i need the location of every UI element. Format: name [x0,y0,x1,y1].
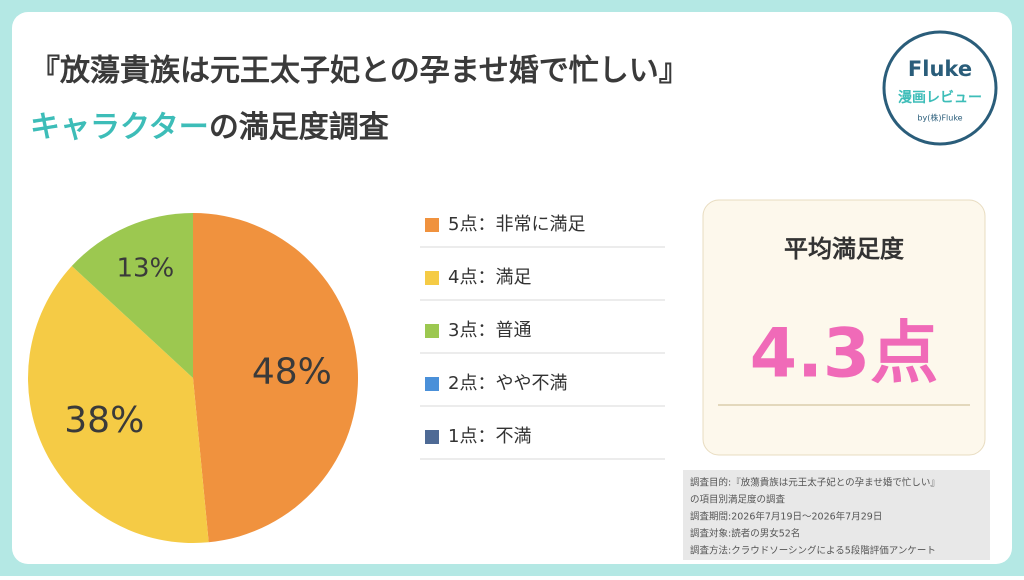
pie-slice [193,213,359,543]
pie-slice [27,266,209,543]
legend-label: 4点：満足 [448,267,531,288]
note-line: 調査方法:クラウドソーシングによる5段階評価アンケート [690,545,936,557]
slice-label: 13% [116,254,174,284]
legend-label: 3点：普通 [448,320,531,341]
legend: 5点：非常に満足 4点：満足 3点：普通 2点：やや不満 1点：不満 [420,214,665,460]
notes: 調査目的:『放蕩貴族は元王太子妃との孕ませ婚で忙しい』の項目別満足度の調査調査期… [690,477,940,557]
chart-subtitle: キャラクターの満足度調査 [30,110,389,145]
legend-swatch [425,218,439,232]
notes-box [683,470,990,560]
legend-label: 2点：やや不満 [448,373,567,394]
logo-circle [882,30,998,146]
pie: 48% 38% 13% [27,213,359,543]
summary-label: 平均満足度 [784,235,905,263]
slice-label: 48% [252,351,332,392]
logo-tagline: 漫画レビュー [898,89,982,106]
legend-label: 1点：不満 [448,426,531,447]
note-line: 調査対象:読者の男女52名 [690,528,800,540]
legend-swatch [425,324,439,338]
summary-box [702,199,986,456]
note-line: 調査目的:『放蕩貴族は元王太子妃との孕ませ婚で忙しい』 [690,477,940,489]
subtitle-highlight: キャラクター [30,110,209,145]
summary-value: 4.3点 [750,315,938,394]
legend-swatch [425,377,439,391]
logo-by: by(株)Fluke [917,113,962,123]
note-line: 調査期間:2026年7月19日～2026年7月29日 [690,511,882,523]
logo-name: Fluke [908,57,972,81]
legend-label: 5点：非常に満足 [448,214,585,235]
subtitle-rest: の満足度調査 [209,110,389,145]
note-line: の項目別満足度の調査 [690,494,786,506]
chart-title: 『放蕩貴族は元王太子妃との孕ませ婚で忙しい』 [30,54,689,89]
slice-label: 38% [64,400,144,441]
legend-swatch [425,271,439,285]
legend-swatch [425,430,439,444]
pie-slice [71,213,193,378]
